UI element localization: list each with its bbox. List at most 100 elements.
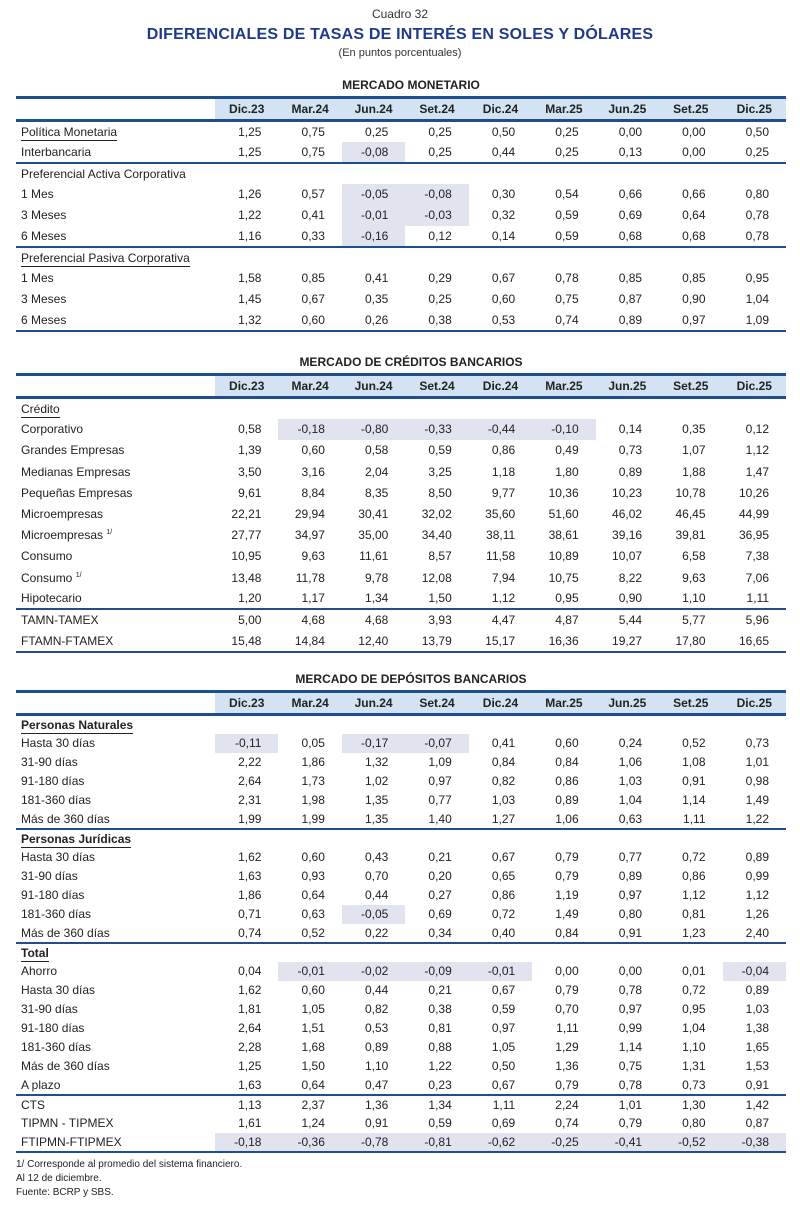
- value-cell: 46,02: [612, 507, 643, 522]
- value-cell: [405, 715, 468, 734]
- value-cell: 16,36: [548, 633, 579, 648]
- value-cell: 1,26: [745, 907, 769, 921]
- value-cell: 0,53: [491, 312, 516, 327]
- value-cell: 1,04: [618, 793, 643, 807]
- value-cell: [215, 715, 278, 734]
- value-cell: 5,00: [238, 613, 262, 628]
- value-cell: 0,64: [301, 888, 325, 902]
- value-cell: 1,10: [364, 1059, 389, 1073]
- value-cell: 0,79: [618, 1116, 643, 1130]
- column-header: Mar.24: [278, 374, 342, 398]
- row-label: TIPMN - TIPMEX: [21, 1116, 114, 1130]
- value-cell: 0,97: [618, 888, 643, 902]
- group-heading-row: Preferencial Activa Corporativa: [16, 163, 786, 184]
- value-cell: 1,20: [238, 591, 262, 606]
- value-cell: 0,89: [618, 312, 643, 327]
- row-label-cell: Más de 360 días: [16, 924, 215, 943]
- value-cell: 0,97: [428, 774, 452, 788]
- value-cell: 0,74: [555, 312, 579, 327]
- row-label: FTIPMN-FTIPMEX: [21, 1134, 122, 1149]
- value-cell: 0,22: [364, 925, 389, 940]
- row-label-cell: Personas Naturales: [16, 715, 215, 734]
- value-cell: 2,37: [301, 1097, 325, 1112]
- row-label-cell: Crédito: [16, 398, 215, 419]
- row-label-cell: 3 Meses: [16, 289, 215, 310]
- row-label-cell: Microempresas: [16, 503, 215, 524]
- value-cell: 0,69: [491, 1116, 516, 1130]
- value-cell: [532, 163, 595, 184]
- row-label-cell: 1 Mes: [16, 184, 215, 205]
- row-label-cell: Interbancaria: [16, 142, 215, 163]
- value-cell: 2,04: [364, 464, 389, 479]
- row-label: Hipotecario: [21, 591, 82, 606]
- value-cell: 10,26: [738, 485, 769, 500]
- value-cell: 1,42: [745, 1097, 769, 1112]
- table-row: Política Monetaria 1,25 0,75 0,25 0,25 0,50 0,…: [16, 121, 786, 142]
- value-cell: 0,81: [428, 1021, 452, 1035]
- value-cell: 0,80: [618, 907, 643, 921]
- value-cell: 0,73: [618, 443, 643, 458]
- value-cell: 3,50: [238, 464, 262, 479]
- row-label: 1 Mes: [21, 187, 54, 201]
- value-cell: 0,00: [618, 964, 643, 978]
- row-label-cell: 181-360 días: [16, 1038, 215, 1057]
- value-cell: 0,25: [555, 124, 579, 139]
- row-label-cell: 31-90 días: [16, 753, 215, 772]
- value-cell: 2,31: [238, 793, 262, 807]
- column-header: Set.24: [405, 691, 469, 715]
- value-cell: 0,50: [491, 1059, 516, 1073]
- value-cell: -0,80: [341, 418, 406, 440]
- row-label-cell: Corporativo: [16, 419, 215, 440]
- value-cell: -0,08: [341, 141, 406, 163]
- value-cell: 1,47: [745, 464, 769, 479]
- value-cell: 0,75: [618, 1059, 643, 1073]
- table-row: Hasta 30 días 1,62 0,60 0,44 0,21 0,67 0,79 0,7…: [16, 981, 786, 1000]
- value-cell: [405, 247, 468, 268]
- value-cell: -0,18: [215, 1132, 279, 1152]
- value-cell: [596, 163, 659, 184]
- table-row: FTAMN-FTAMEX 15,48 14,84 12,40 13,79 15,17 16,…: [16, 631, 786, 652]
- row-label: 181-360 días: [21, 793, 92, 807]
- value-cell: 0,82: [491, 774, 516, 788]
- footnotes: 1/ Corresponde al promedio del sistema f…: [16, 1158, 242, 1200]
- value-cell: 44,99: [738, 507, 769, 522]
- column-header: Dic.24: [468, 374, 533, 398]
- value-cell: 10,07: [612, 549, 643, 564]
- value-cell: 0,57: [301, 187, 325, 201]
- value-cell: 0,90: [682, 292, 706, 306]
- value-cell: 22,21: [231, 507, 262, 522]
- value-cell: 0,00: [682, 144, 706, 159]
- table-header: Dic.23 Mar.24 Jun.24 Set.24 Dic.24 Mar.25 Jun.…: [16, 97, 786, 121]
- row-label-cell: Hasta 30 días: [16, 848, 215, 867]
- row-label: Hasta 30 días: [21, 850, 96, 864]
- column-header: Set.25: [659, 97, 723, 121]
- value-cell: 46,45: [675, 507, 706, 522]
- value-cell: 1,38: [745, 1021, 769, 1035]
- value-cell: 0,86: [491, 888, 516, 902]
- value-cell: 0,75: [301, 144, 325, 159]
- value-cell: 0,72: [682, 850, 706, 864]
- value-cell: 9,77: [491, 485, 516, 500]
- value-cell: 14,84: [294, 633, 325, 648]
- value-cell: 10,89: [548, 549, 579, 564]
- value-cell: 0,66: [682, 187, 706, 201]
- value-cell: 0,91: [682, 774, 706, 788]
- value-cell: 1,09: [745, 312, 769, 327]
- row-label-cell: Personas Jurídicas: [16, 829, 215, 848]
- header-blank: [16, 97, 215, 121]
- value-cell: 13,79: [421, 633, 452, 648]
- value-cell: 0,54: [555, 187, 579, 201]
- value-cell: 0,89: [364, 1040, 389, 1054]
- value-cell: 0,97: [491, 1021, 516, 1035]
- value-cell: 1,05: [491, 1040, 516, 1054]
- column-header: Mar.24: [278, 691, 342, 715]
- column-header: Dic.24: [468, 97, 533, 121]
- value-cell: 5,77: [682, 613, 706, 628]
- footnote-marker: 1/: [75, 571, 82, 579]
- value-cell: 0,86: [555, 774, 579, 788]
- value-cell: 0,89: [618, 464, 643, 479]
- value-cell: 1,06: [555, 811, 579, 826]
- value-cell: 1,03: [745, 1002, 769, 1016]
- value-cell: 0,79: [555, 1077, 579, 1092]
- header-row: Dic.23 Mar.24 Jun.24 Set.24 Dic.24 Mar.25 Jun.…: [16, 691, 786, 715]
